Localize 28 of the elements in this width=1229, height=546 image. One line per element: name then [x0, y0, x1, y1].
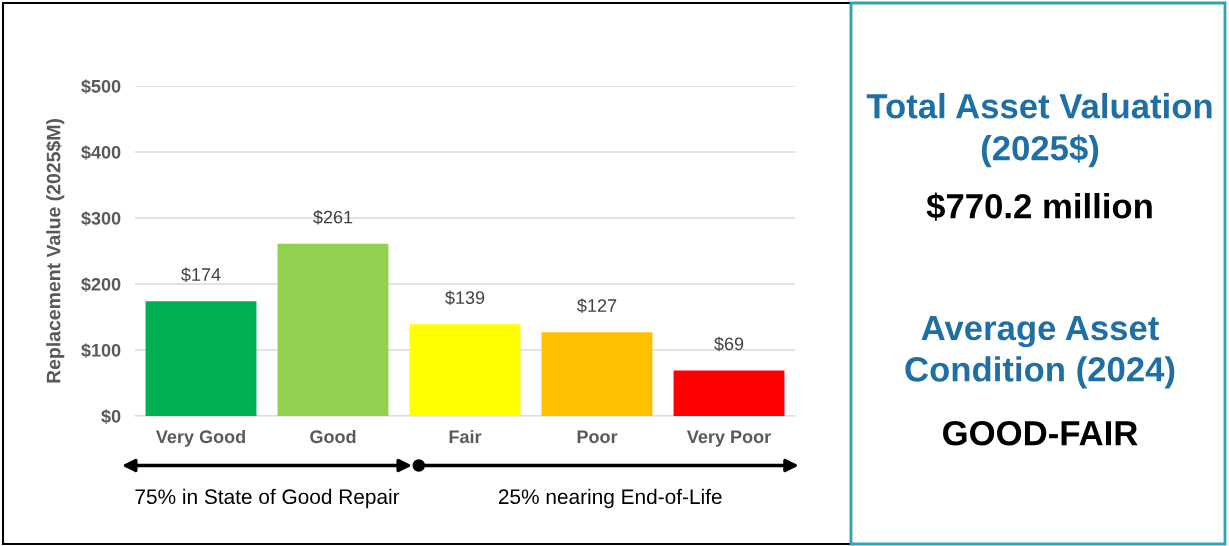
bar [277, 243, 389, 416]
x-tick-label: Poor [577, 430, 618, 444]
bar [145, 301, 257, 416]
y-tick-label: $200 [81, 277, 121, 292]
data-label: $127 [577, 298, 617, 314]
x-tick-label: Very Poor [686, 430, 771, 447]
text: Total Asset Valuation (2025$) [866, 93, 1212, 168]
data-label: $174 [181, 267, 221, 282]
data-label: $69 [714, 336, 744, 352]
x-tick-label: Very Good [155, 429, 245, 447]
text: $770.2 million [926, 192, 1152, 221]
y-tick-label: $300 [81, 211, 121, 226]
text: Average Asset Condition (2024) [905, 316, 1175, 389]
bar [673, 370, 785, 416]
text: 75% in State of Good Repair [135, 488, 400, 509]
y-tick-label: $100 [81, 343, 121, 358]
text: 25% nearing End-of-Life [498, 488, 722, 509]
text: GOOD-FAIR [943, 420, 1138, 446]
bar [409, 324, 521, 416]
y-axis-title: Replacement Value (2025$M) [45, 119, 65, 383]
x-tick-label: Fair [449, 429, 482, 444]
data-label: $139 [445, 290, 485, 306]
y-tick-label: $500 [81, 79, 121, 94]
y-tick-label: $400 [81, 145, 121, 160]
x-tick-label: Good [310, 429, 356, 444]
y-tick-label: $0 [101, 409, 121, 424]
data-label: $261 [313, 209, 353, 225]
bar [541, 332, 653, 416]
